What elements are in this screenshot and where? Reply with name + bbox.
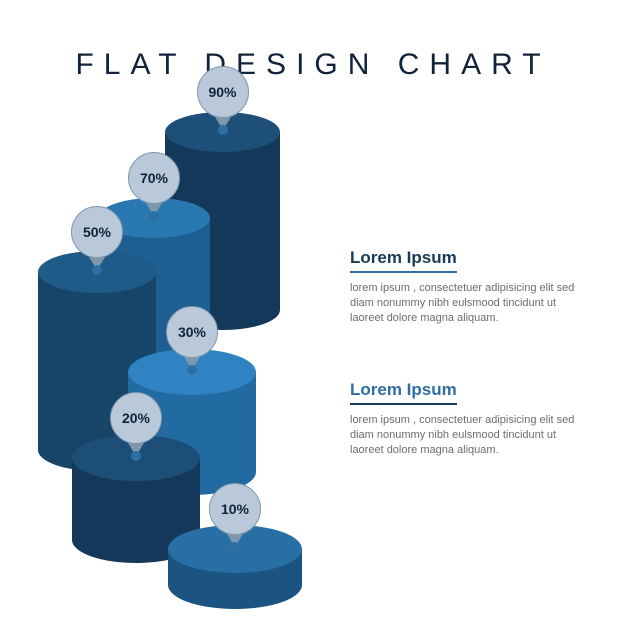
pin-marker-3: 30% (166, 306, 218, 386)
pin-dot-icon (187, 365, 197, 375)
pin-label: 50% (83, 224, 111, 240)
pin-label: 10% (221, 501, 249, 517)
text-block-body: lorem ipsum , consectetuer adipisicing e… (350, 413, 585, 458)
text-block-body: lorem ipsum , consectetuer adipisicing e… (350, 281, 585, 326)
pin-bubble: 20% (110, 392, 162, 444)
pin-dot-icon (92, 265, 102, 275)
pin-bubble: 70% (128, 152, 180, 204)
text-block-1: Lorem Ipsum lorem ipsum , consectetuer ad… (350, 380, 585, 458)
pin-label: 20% (122, 410, 150, 426)
pin-bubble: 10% (209, 483, 261, 535)
text-block-heading: Lorem Ipsum (350, 248, 457, 273)
pin-dot-icon (230, 542, 240, 552)
pin-marker-0: 90% (197, 66, 249, 146)
pin-marker-4: 20% (110, 392, 162, 472)
pin-label: 70% (140, 170, 168, 186)
pin-marker-1: 70% (128, 152, 180, 232)
pin-bubble: 90% (197, 66, 249, 118)
text-block-heading: Lorem Ipsum (350, 380, 457, 405)
pin-marker-5: 10% (209, 483, 261, 563)
pin-label: 30% (178, 324, 206, 340)
pin-label: 90% (208, 84, 236, 100)
text-block-0: Lorem Ipsum lorem ipsum , consectetuer ad… (350, 248, 585, 326)
chart-stage: FLAT DESIGN CHART 90% 70% 50% 30% 20% 10% Lore… (0, 0, 626, 626)
pin-marker-2: 50% (71, 206, 123, 286)
pin-bubble: 50% (71, 206, 123, 258)
pin-bubble: 30% (166, 306, 218, 358)
pin-dot-icon (218, 125, 228, 135)
chart-title: FLAT DESIGN CHART (0, 48, 626, 82)
pin-dot-icon (131, 451, 141, 461)
pin-dot-icon (149, 211, 159, 221)
